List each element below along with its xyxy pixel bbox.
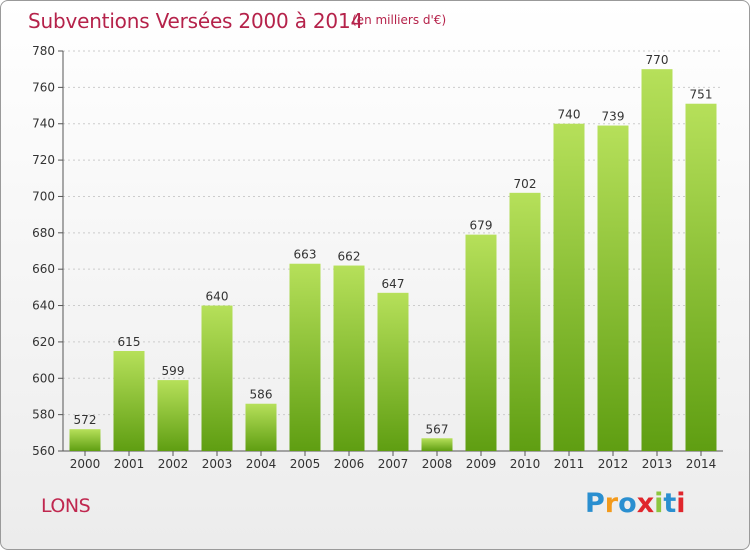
bar-value-label: 739 — [602, 110, 625, 124]
x-tick-label: 2010 — [510, 457, 541, 471]
x-tick-label: 2003 — [202, 457, 233, 471]
logo-letter: i — [676, 488, 686, 519]
bar — [377, 292, 409, 451]
x-tick-label: 2012 — [598, 457, 629, 471]
chart-subtitle: (en milliers d'€) — [352, 13, 447, 27]
bar — [289, 263, 321, 451]
bar-value-label: 679 — [470, 219, 493, 233]
logo-letter: t — [663, 488, 677, 519]
bar — [157, 380, 189, 451]
logo-letter: i — [654, 488, 664, 519]
bar — [421, 438, 453, 451]
place-name: LONS — [41, 495, 91, 517]
bar-value-label: 663 — [294, 248, 317, 262]
bar-value-label: 567 — [426, 422, 449, 436]
x-tick-label: 2011 — [554, 457, 585, 471]
x-tick-label: 2008 — [422, 457, 453, 471]
logo-letter: r — [604, 488, 619, 519]
x-tick-label: 2007 — [378, 457, 409, 471]
y-tick-label: 760 — [32, 80, 55, 94]
x-tick-label: 2004 — [246, 457, 277, 471]
bar — [641, 69, 673, 451]
y-tick-label: 680 — [32, 226, 55, 240]
bar-value-label: 615 — [118, 335, 141, 349]
bar — [509, 192, 541, 451]
x-tick-label: 2014 — [686, 457, 717, 471]
bar-value-label: 572 — [74, 413, 97, 427]
bar-value-label: 640 — [206, 290, 229, 304]
bar-value-label: 662 — [338, 250, 361, 264]
bar-value-label: 751 — [690, 88, 713, 102]
x-tick-label: 2000 — [70, 457, 101, 471]
x-tick-label: 2001 — [114, 457, 145, 471]
bar-value-label: 586 — [250, 388, 273, 402]
x-tick-label: 2006 — [334, 457, 365, 471]
logo-letter: P — [585, 488, 605, 519]
bar-value-label: 702 — [514, 177, 537, 191]
logo-letter: x — [636, 488, 655, 519]
logo-letter: o — [618, 488, 637, 519]
bar — [597, 125, 629, 451]
y-tick-label: 580 — [32, 408, 55, 422]
y-tick-label: 740 — [32, 117, 55, 131]
bar — [201, 305, 233, 451]
y-tick-label: 640 — [32, 299, 55, 313]
bar — [245, 403, 277, 451]
bar — [553, 123, 585, 452]
x-tick-label: 2005 — [290, 457, 321, 471]
y-tick-label: 660 — [32, 262, 55, 276]
x-tick-label: 2002 — [158, 457, 189, 471]
x-tick-label: 2013 — [642, 457, 673, 471]
bar — [685, 103, 717, 452]
bar-value-label: 770 — [646, 53, 669, 67]
chart-title: Subventions Versées 2000 à 2014 — [28, 9, 364, 33]
x-tick-label: 2009 — [466, 457, 497, 471]
y-tick-label: 700 — [32, 189, 55, 203]
bar-value-label: 740 — [558, 108, 581, 122]
y-tick-label: 780 — [32, 44, 55, 58]
proxiti-logo[interactable]: Proxiti — [585, 488, 686, 519]
bar — [465, 234, 497, 451]
bar — [69, 429, 101, 451]
bar-value-label: 647 — [382, 277, 405, 291]
y-tick-label: 720 — [32, 153, 55, 167]
bar-value-label: 599 — [162, 364, 185, 378]
y-tick-label: 560 — [32, 444, 55, 458]
bar — [113, 351, 145, 451]
y-tick-label: 620 — [32, 335, 55, 349]
y-tick-label: 600 — [32, 371, 55, 385]
bar — [333, 265, 365, 451]
